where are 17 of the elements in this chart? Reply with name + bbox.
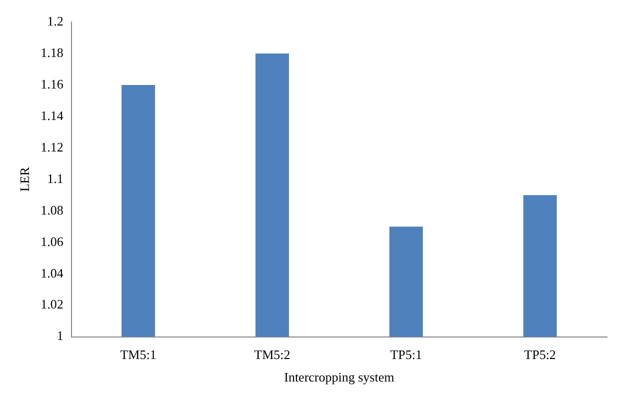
x-tick-label: TP5:1 [390,347,422,362]
x-tick-label: TP5:2 [524,347,556,362]
y-tick-label: 1.08 [40,202,64,218]
y-tick-label: 1.02 [40,296,64,312]
x-tick-label: TM5:2 [254,347,290,362]
y-tick-label: 1.18 [40,44,64,60]
x-tick-label: TM5:1 [120,347,156,362]
y-axis-title: LER [17,166,32,192]
y-tick-label: 1.16 [40,76,64,92]
y-tick-label: 1.06 [40,234,64,249]
y-tick-label: 1.04 [40,265,64,280]
y-tick-label: 1.2 [47,13,64,28]
y-tick-label: 1.12 [40,139,64,154]
y-tick-label: 1.14 [40,108,64,123]
y-tick-label: 1.1 [47,170,64,186]
y-tick-label: 1 [56,328,64,344]
x-axis-title: Intercropping system [284,370,394,385]
